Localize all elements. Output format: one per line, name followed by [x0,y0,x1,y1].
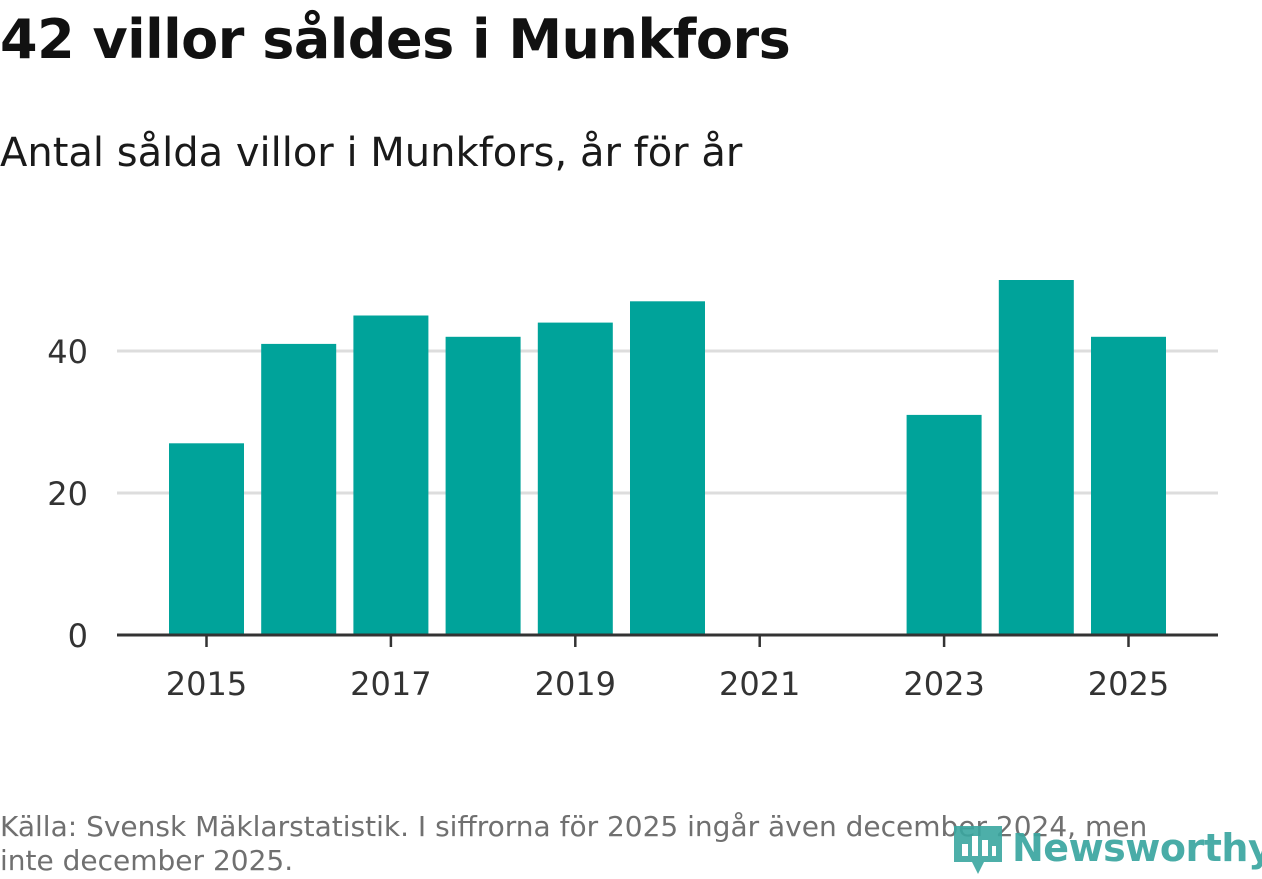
y-tick-label: 0 [68,617,88,655]
y-tick-label: 40 [47,333,88,371]
x-tick-label: 2025 [1088,665,1169,703]
brand-name: Newsworthy [1012,826,1262,870]
bar-2019 [537,322,613,635]
chart-subtitle: Antal sålda villor i Munkfors, år för år [0,130,743,176]
chart-title: 42 villor såldes i Munkfors [0,8,791,71]
bar-2025 [1091,336,1166,635]
newsworthy-logo: Newsworthy [950,818,1262,878]
bar-2023 [906,414,982,635]
bar-2016 [261,343,337,635]
x-tick-label: 2023 [903,665,984,703]
bar-2024 [998,280,1074,635]
bar-2018 [445,336,521,635]
x-tick-label: 2015 [166,665,247,703]
bar-chart: 0 20 40 2015 2017 2019 2021 2023 2025 [47,280,1218,703]
bar-chart-logo-icon [954,826,1002,874]
x-tick-label: 2019 [535,665,616,703]
x-tick-label: 2021 [719,665,800,703]
x-tick-label: 2017 [350,665,431,703]
bar-2017 [353,315,429,635]
bar-2020 [630,301,705,635]
bar-2015 [169,443,244,635]
y-tick-label: 20 [47,475,88,513]
